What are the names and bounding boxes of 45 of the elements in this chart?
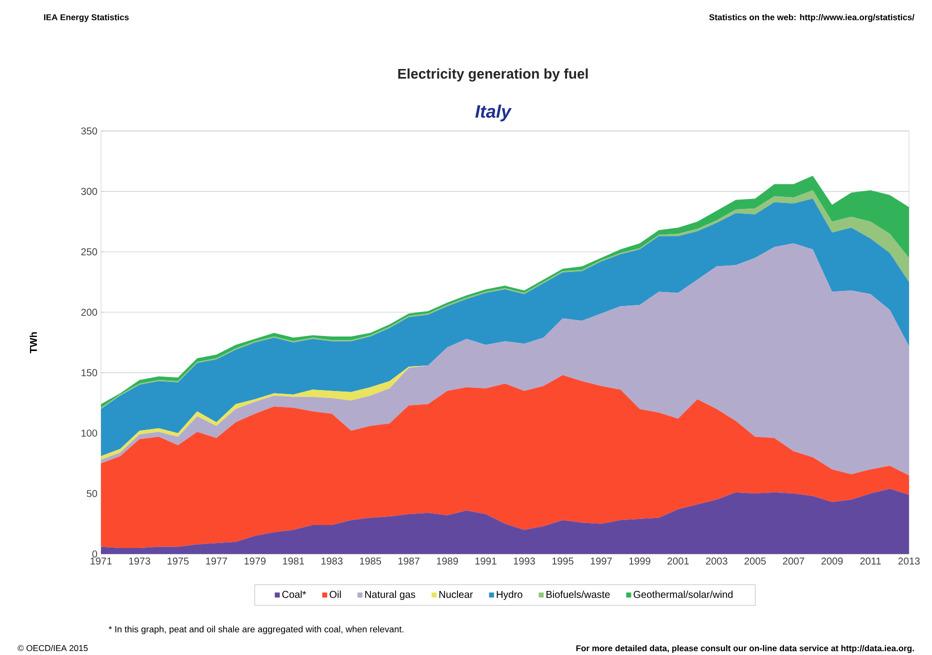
y-tick-label: 350 [81, 127, 98, 135]
chart-subtitle: Italy [475, 104, 512, 122]
y-tick-label: 250 [81, 248, 98, 256]
y-tick-label: 0 [92, 550, 98, 558]
x-tick-label: 1981 [283, 558, 304, 565]
x-tick-label: 2003 [706, 558, 728, 565]
x-tick-label: 1975 [168, 558, 189, 565]
x-tick-label: 2013 [898, 558, 920, 565]
chart-title: Electricity generation by fuel [398, 68, 588, 82]
x-tick-label: 2007 [782, 558, 804, 565]
legend-label: Natural gas [365, 590, 416, 600]
legend-label: Nuclear [439, 590, 473, 598]
y-tick-label: 300 [81, 188, 98, 195]
x-tick-label: 1991 [475, 558, 496, 565]
x-tick-label: 1985 [360, 558, 382, 565]
x-tick-label: 1973 [129, 558, 150, 565]
x-tick-label: 2001 [668, 558, 689, 565]
x-tick-label: 2009 [821, 558, 843, 565]
y-tick-label: 150 [82, 369, 98, 376]
text: Statistics on the web: http://www.iea.org/statistics/ [709, 14, 914, 22]
x-tick-label: 1979 [244, 558, 266, 565]
text: © OECD/IEA 2015 [18, 644, 88, 652]
x-tick-label: 2011 [860, 558, 881, 565]
x-tick-label: 1977 [206, 558, 228, 565]
x-tick-label: 1989 [436, 558, 458, 565]
legend-label: Coal* [282, 590, 306, 598]
x-tick-label: 2005 [744, 558, 766, 565]
x-tick-label: 1987 [398, 558, 420, 565]
legend-label: Hydro [496, 590, 522, 600]
y-tick-label: 200 [81, 308, 98, 316]
text: IEA Energy Statistics [44, 14, 129, 22]
y-tick-label: 100 [82, 430, 98, 437]
legend-label: Biofuels/waste [546, 590, 610, 598]
x-tick-label: 1995 [552, 558, 574, 565]
text: * In this graph, peat and oil shale are aggregated with coal, when relevant. [108, 626, 404, 634]
x-tick-label: 1971 [90, 558, 112, 565]
y-tick-label: 50 [86, 490, 98, 498]
x-tick-label: 1997 [590, 558, 612, 565]
x-tick-label: 1993 [514, 558, 535, 565]
text: For more detailed data, please consult our on-line data service at http://data.iea.org. [576, 645, 914, 653]
legend-label: Oil [330, 590, 341, 598]
x-tick-label: 1999 [629, 558, 650, 565]
x-tick-label: 1983 [322, 558, 343, 565]
y-axis-title: TWh [30, 332, 37, 354]
legend-label: Geothermal/solar/wind [634, 590, 733, 598]
